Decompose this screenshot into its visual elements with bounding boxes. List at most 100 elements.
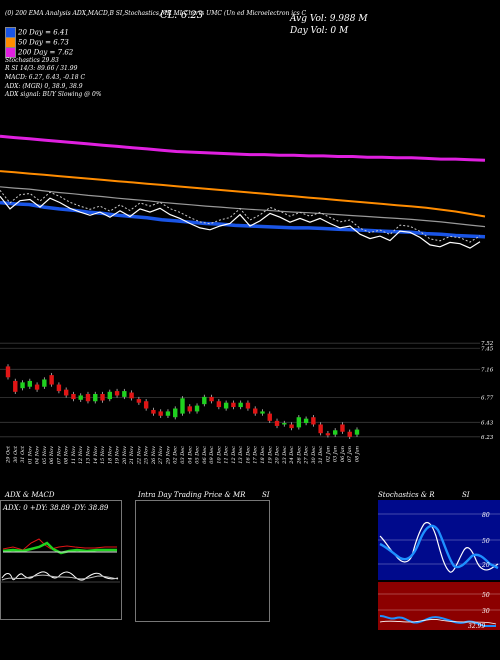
date-tick-label: 21 Nov	[129, 446, 135, 465]
stoch-label-50: 50	[482, 538, 490, 545]
date-tick-label: 03 Dec	[180, 446, 186, 464]
stoch-d-line	[379, 524, 499, 570]
candle	[136, 399, 142, 403]
date-tick-label: 29 Oct	[6, 445, 12, 464]
price-tick-label: 7.16	[481, 367, 494, 373]
date-tick-label: 10 Dec	[216, 446, 222, 464]
price-dotted-line	[0, 189, 481, 243]
stoch-label-20: 20	[481, 562, 490, 569]
date-tick-label: 20 Dec	[275, 446, 281, 465]
date-tick-label: 26 Dec	[296, 446, 302, 465]
chart-title: (0) 200 EMA Analysis ADX,MACD,B SI,Stoch…	[5, 10, 307, 17]
rsi-readout: R SI 14/3: 89.66 / 31.99	[5, 65, 78, 72]
candle	[325, 433, 331, 436]
intraday-panel-title: Intra Day Trading Price & MR	[138, 491, 246, 499]
candle	[187, 406, 192, 412]
candle	[85, 393, 91, 402]
candle	[209, 396, 214, 402]
date-tick-label: 16 Dec	[245, 446, 251, 464]
candle	[289, 424, 294, 429]
price-average-line	[0, 186, 486, 228]
date-tick-label: 19 Nov	[115, 446, 121, 464]
candle	[151, 409, 156, 414]
date-tick-label: 29 Nov	[165, 446, 171, 465]
date-tick-label: 02 Jan	[325, 446, 331, 462]
date-tick-label: 27 Dec	[304, 446, 310, 465]
candle	[347, 431, 352, 437]
candle	[158, 411, 163, 416]
date-tick-label: 23 Dec	[282, 446, 288, 465]
stochastics-plot: 80 50 20	[378, 512, 500, 573]
macd-panel	[0, 560, 120, 620]
price-tick-label: 6.43	[481, 420, 494, 426]
date-tick-label: 09 Dec	[209, 446, 215, 464]
date-tick-label: 06 Nov	[49, 446, 55, 464]
candle	[238, 402, 243, 408]
adx-line	[2, 541, 117, 555]
candle	[267, 413, 272, 421]
date-tick-label: 13 Nov	[85, 446, 91, 464]
candle	[100, 393, 105, 401]
date-tick-label: 27 Nov	[158, 446, 164, 465]
macd-line	[1, 571, 119, 581]
date-tick-label: 11 Dec	[224, 446, 230, 464]
adx-di-plus-line	[2, 538, 117, 551]
candle	[173, 408, 178, 418]
date-tick-label: 26 Nov	[151, 446, 157, 465]
candle	[49, 375, 54, 385]
price-line	[0, 195, 481, 249]
candle	[165, 411, 171, 416]
candle	[129, 392, 134, 399]
legend-label: 200 Day = 7.62	[18, 48, 74, 57]
date-tick-label: 18 Nov	[107, 446, 113, 464]
stochastics-panel: 80 50 20	[378, 500, 500, 580]
date-tick-label: 31 Oct	[20, 445, 26, 463]
adx-readout: ADX: (MGR) 0, 38.9, 38.9	[5, 83, 83, 90]
ema50-line	[0, 170, 486, 218]
date-tick-label: 12 Nov	[78, 446, 84, 464]
intraday-panel	[135, 500, 270, 622]
candle	[354, 429, 360, 435]
candle	[56, 384, 62, 392]
legend-ema200: 200 Day = 7.62	[5, 47, 73, 58]
date-tick-label: 05 Dec	[195, 446, 201, 464]
date-tick-label: 13 Dec	[238, 446, 244, 464]
adx-panel: ADX: 0 +DY: 38.89 -DY: 38.89	[0, 500, 122, 620]
adx-value: ADX: 0 +DY: 38.89 -DY: 38.89	[3, 504, 109, 512]
date-tick-label: 31 Dec	[318, 446, 324, 464]
date-tick-label: 03 Jan	[333, 446, 339, 462]
date-tick-label: 06 Jan	[340, 446, 346, 462]
date-tick-label: 17 Dec	[253, 446, 259, 464]
candle	[42, 379, 47, 387]
candle	[20, 382, 25, 389]
ema200-swatch	[5, 47, 16, 58]
candle	[260, 411, 265, 414]
candle	[5, 366, 11, 378]
candle	[223, 402, 229, 409]
rsi-label-50: 50	[482, 592, 490, 599]
date-tick-label: 04 Nov	[35, 446, 41, 464]
adx-signal: ADX signal: BUY Slowing @ 0%	[5, 91, 102, 98]
date-tick-label: 07 Nov	[56, 446, 62, 464]
candle	[13, 380, 18, 392]
date-tick-label: 25 Nov	[144, 446, 150, 465]
price-tick-label: 6.23	[481, 435, 494, 441]
date-tick-label: 08 Nov	[64, 446, 70, 464]
day-volume: Day Vol: 0 M	[290, 26, 349, 36]
ema200-line	[0, 134, 486, 162]
intraday-panel-si: SI	[262, 491, 270, 499]
date-tick-label: 24 Dec	[289, 446, 295, 465]
date-tick-label: 15 Nov	[100, 446, 106, 464]
adx-plot	[2, 538, 117, 555]
date-tick-label: 07 Jan	[347, 446, 353, 462]
date-tick-label: 05 Nov	[42, 446, 48, 464]
date-tick-label: 04 Dec	[187, 446, 193, 464]
rsi-panel: 50 30 32.99	[378, 582, 500, 630]
date-tick-label: 19 Dec	[267, 446, 273, 464]
candle	[78, 395, 83, 400]
candle	[311, 417, 316, 425]
date-tick-label: 11 Nov	[71, 446, 77, 464]
macd-readout: MACD: 6.27, 6.43, -0.18 C	[5, 74, 86, 81]
stoch-panel-title: Stochastics & R	[378, 491, 435, 499]
rsi-signal-line	[379, 619, 497, 625]
